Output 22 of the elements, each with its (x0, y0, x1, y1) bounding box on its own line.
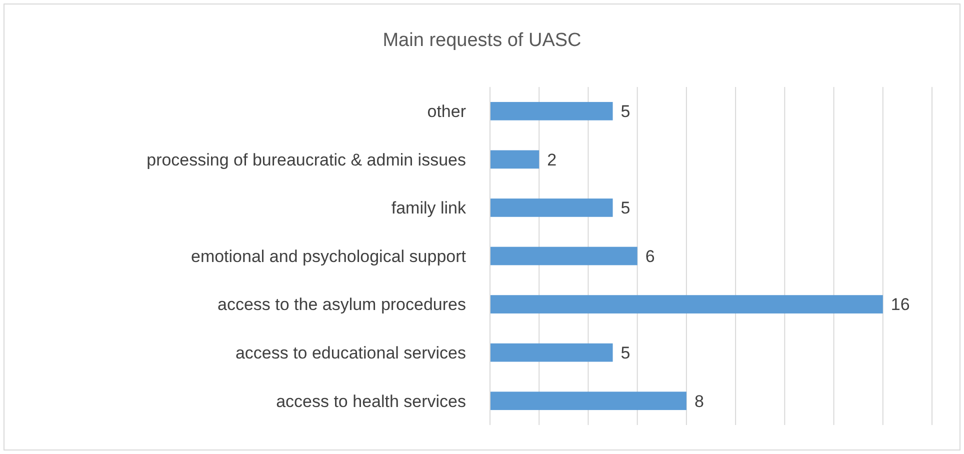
data-label: 2 (547, 150, 557, 170)
bar (490, 150, 540, 169)
y-tick-label: other (427, 102, 466, 122)
data-label: 8 (694, 392, 704, 411)
bar (490, 295, 883, 314)
bar (490, 102, 613, 120)
y-tick-label: processing of bureaucratic & admin issues (146, 150, 466, 170)
data-label: 5 (620, 198, 630, 218)
data-label: 5 (620, 344, 630, 363)
y-tick-label: access to educational services (235, 344, 466, 363)
bar (490, 198, 613, 217)
bar (490, 392, 686, 410)
data-label: 16 (890, 295, 910, 314)
bar (490, 343, 613, 362)
y-tick-label: access to the asylum procedures (217, 295, 466, 314)
data-label: 5 (620, 102, 630, 122)
y-tick-label: access to health services (276, 392, 466, 411)
y-tick-label: family link (391, 198, 466, 218)
chart-title: Main requests of UASC (382, 30, 582, 51)
data-label: 6 (645, 246, 655, 266)
bar (490, 246, 638, 266)
y-tick-label: emotional and psychological support (190, 246, 466, 266)
